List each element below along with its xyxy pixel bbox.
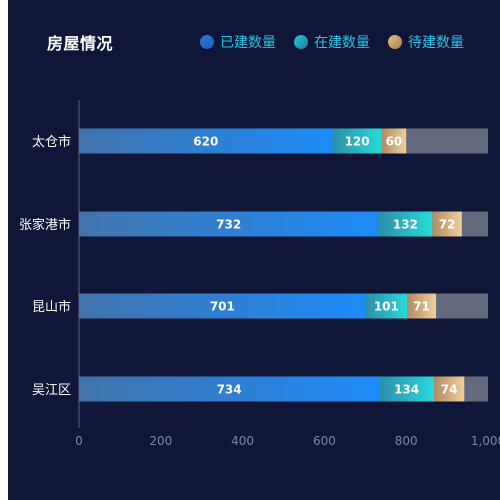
bar-value-label-built: 620 [193,135,218,149]
bar-value-label-planned: 72 [439,218,456,232]
bar-value-label-building: 132 [393,218,418,232]
bar-segment-planned [432,211,462,237]
bar-value-label-planned: 71 [413,300,430,314]
bar-chart: 0 200 400 600 800 1,000 太仓市 620 120 60 张家港市 732 132 7… [19,100,500,448]
x-tick-label: 800 [395,434,418,448]
bar-value-label-planned: 74 [441,383,458,397]
legend-item-planned[interactable]: 待建数量 [388,32,464,52]
legend-marker-planned [388,35,402,49]
x-tick-label: 400 [231,434,254,448]
bar-segment-built [79,128,333,154]
bar-value-label-built: 701 [210,300,235,314]
category-label: 昆山市 [32,299,71,315]
bar-segment-built [79,376,380,402]
x-tick-label: 200 [149,434,172,448]
bar-segment-building [332,128,382,154]
bar-segment-built [79,293,366,319]
legend-label-building: 在建数量 [314,35,370,51]
bar-value-label-building: 134 [394,383,419,397]
bar-segment-building [365,293,408,319]
x-tick-label: 0 [75,434,83,448]
category-label: 张家港市 [19,217,71,233]
bar-segment-building [379,376,435,402]
legend-marker-building [294,35,308,49]
chart-panel: 房屋情况 已建数量 在建数量 待建数量 0 200 400 600 800 1,000 太仓… [8,0,500,500]
bar-segment-building [378,211,433,237]
bar-segment-planned [407,293,437,319]
legend-item-building[interactable]: 在建数量 [294,32,370,52]
legend-label-built: 已建数量 [220,35,276,51]
bar-segment-built [79,211,379,237]
bar-segment-planned [434,376,465,402]
chart-title: 房屋情况 [47,34,114,53]
bar-value-label-built: 732 [216,218,241,232]
category-label: 吴江区 [32,383,71,398]
bar-value-label-building: 120 [345,135,370,149]
legend-item-built[interactable]: 已建数量 [200,32,276,52]
x-tick-label: 600 [313,434,336,448]
category-label: 太仓市 [32,134,71,150]
bar-value-label-planned: 60 [386,135,403,149]
bar-value-label-built: 734 [217,383,242,397]
legend-marker-built [200,35,214,49]
bar-segment-planned [381,128,407,154]
legend-label-planned: 待建数量 [408,35,464,51]
x-tick-label: 1,000 [471,434,500,448]
legend: 已建数量 在建数量 待建数量 [200,32,464,52]
bar-value-label-building: 101 [374,300,399,314]
